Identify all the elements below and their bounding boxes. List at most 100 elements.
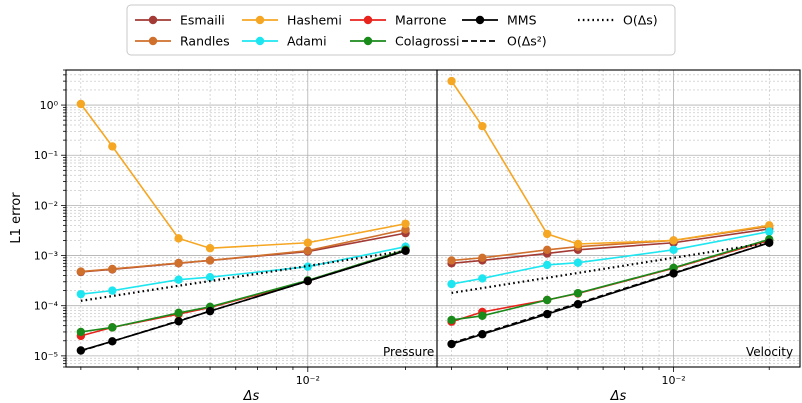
y-tick-label: 10⁰ bbox=[40, 99, 59, 112]
pressure-panel: 10⁻² 10⁻⁵ 10⁻⁴ 10⁻³ 10⁻² 10⁻¹ 10⁰ Pressure bbox=[34, 69, 438, 387]
data-point-colagrossi bbox=[76, 327, 86, 337]
data-point-adami bbox=[108, 286, 117, 295]
legend-entry-o-s: O(Δs) bbox=[578, 13, 658, 28]
legend-label: Colagrossi bbox=[395, 34, 459, 49]
series-line-esmaili bbox=[451, 228, 770, 265]
x-tick-label: 10⁻² bbox=[296, 374, 320, 387]
series-line-randles bbox=[80, 228, 406, 273]
data-point-adami bbox=[478, 274, 487, 283]
y-tick-label: 10⁻⁵ bbox=[34, 350, 58, 363]
velocity-panel: 10⁻² Velocity bbox=[436, 69, 801, 387]
panel-label: Pressure bbox=[383, 345, 434, 359]
axis-labels: Δs Δs L1 error bbox=[9, 192, 627, 403]
data-point-colagrossi bbox=[108, 323, 117, 332]
data-point-randles bbox=[478, 253, 487, 263]
legend-label: Marrone bbox=[395, 13, 447, 28]
legend-marker bbox=[363, 15, 373, 25]
series-line-o-s bbox=[80, 249, 406, 302]
data-point-adami bbox=[205, 273, 215, 282]
data-point-randles bbox=[76, 267, 86, 276]
data-point-randles bbox=[542, 245, 552, 255]
legend-marker bbox=[255, 36, 265, 46]
series-randles bbox=[76, 225, 410, 276]
legend-label: Esmaili bbox=[180, 13, 225, 28]
data-point-randles bbox=[401, 225, 410, 234]
legend-label: MMS bbox=[507, 13, 537, 28]
x-axis-label: Δs bbox=[610, 389, 627, 403]
legend-entry-marrone: Marrone bbox=[350, 13, 447, 28]
data-point-colagrossi bbox=[573, 288, 583, 298]
legend-entry-randles: Randles bbox=[135, 34, 230, 49]
data-point-hashemi bbox=[108, 142, 117, 151]
data-point-hashemi bbox=[447, 76, 456, 86]
series-hashemi bbox=[447, 76, 774, 249]
legend-label: Adami bbox=[287, 34, 327, 49]
series-mms bbox=[76, 246, 410, 355]
axes-frame bbox=[436, 69, 801, 368]
series-line-marrone bbox=[451, 239, 770, 323]
legend-box bbox=[126, 4, 676, 56]
x-axis-label: Δs bbox=[243, 389, 260, 403]
y-tick-label: 10⁻³ bbox=[34, 250, 58, 263]
data-point-randles bbox=[447, 256, 456, 265]
data-point-hashemi bbox=[542, 229, 552, 239]
grid-lines bbox=[437, 70, 800, 367]
series-o-s bbox=[451, 241, 770, 294]
series-hashemi bbox=[76, 99, 410, 253]
data-point-hashemi bbox=[669, 236, 678, 245]
series-line-colagrossi bbox=[80, 249, 406, 333]
legend-entry-esmaili: Esmaili bbox=[135, 13, 225, 28]
data-point-adami bbox=[542, 260, 552, 270]
legend-marker bbox=[148, 15, 158, 25]
legend-marker bbox=[475, 15, 485, 25]
data-point-mms bbox=[573, 300, 583, 309]
data-point-colagrossi bbox=[542, 295, 552, 305]
series-line-mms bbox=[451, 241, 770, 345]
series-line-colagrossi bbox=[451, 238, 770, 321]
series-esmaili bbox=[447, 224, 774, 268]
data-point-randles bbox=[174, 258, 183, 268]
data-point-colagrossi bbox=[478, 311, 487, 320]
series-line-hashemi bbox=[450, 80, 770, 245]
ticks bbox=[451, 367, 770, 372]
legend-entry-mms: MMS bbox=[462, 13, 537, 28]
legend: Esmaili Randles Hashemi Adami Marrone Colagro… bbox=[126, 4, 676, 56]
data-point-randles bbox=[108, 264, 117, 274]
data-point-hashemi bbox=[478, 121, 487, 131]
data-point-hashemi bbox=[573, 239, 583, 249]
data-point-hashemi bbox=[205, 244, 215, 253]
data-point-mms bbox=[401, 246, 410, 256]
y-tick-label: 10⁻¹ bbox=[34, 149, 58, 162]
data-point-mms bbox=[447, 339, 456, 349]
data-point-randles bbox=[303, 246, 312, 255]
axes-frame bbox=[65, 69, 438, 368]
data-point-hashemi bbox=[76, 99, 86, 109]
data-point-adami bbox=[765, 227, 774, 236]
legend-marker bbox=[255, 15, 265, 25]
series-colagrossi bbox=[76, 245, 410, 337]
data-point-adami bbox=[76, 289, 86, 299]
series-layer bbox=[447, 76, 774, 349]
legend-marker bbox=[148, 36, 158, 46]
ticks bbox=[61, 69, 406, 372]
data-point-hashemi bbox=[303, 238, 312, 247]
data-point-adami bbox=[669, 245, 678, 255]
series-marrone bbox=[76, 245, 410, 341]
series-o-s bbox=[80, 249, 406, 302]
y-tick-label: 10⁻² bbox=[34, 199, 58, 212]
data-point-adami bbox=[174, 275, 183, 284]
data-point-randles bbox=[205, 256, 215, 265]
legend-entry-adami: Adami bbox=[242, 34, 327, 49]
legend-entry-colagrossi: Colagrossi bbox=[350, 34, 459, 49]
y-axis-label: L1 error bbox=[9, 192, 24, 244]
y-tick-label: 10⁻⁴ bbox=[34, 300, 59, 313]
legend-label: O(Δs²) bbox=[507, 34, 547, 49]
legend-label: Randles bbox=[180, 34, 230, 49]
legend-marker bbox=[363, 36, 373, 46]
legend-entry-o-s: O(Δs²) bbox=[462, 34, 547, 49]
series-o-s bbox=[80, 250, 406, 352]
legend-label: O(Δs) bbox=[623, 13, 658, 28]
x-tick-label: 10⁻² bbox=[661, 374, 685, 387]
grid-lines bbox=[66, 70, 437, 367]
series-esmaili bbox=[76, 228, 410, 277]
